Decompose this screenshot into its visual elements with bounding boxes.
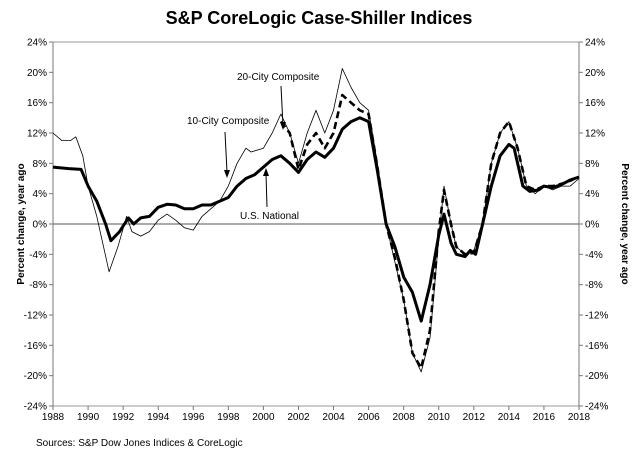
y-tick-label-right: -16% bbox=[585, 341, 608, 352]
x-tick-label: 2016 bbox=[533, 412, 556, 423]
x-tick-label: 2006 bbox=[357, 412, 380, 423]
y-tick-label-left: -16% bbox=[24, 341, 47, 352]
y-tick-label-left: 12% bbox=[27, 129, 47, 140]
series-line-u-s-national bbox=[52, 116, 580, 323]
arrow-us-national bbox=[265, 173, 268, 208]
y-tick-label-left: 4% bbox=[33, 189, 48, 200]
x-tick-label: 1992 bbox=[112, 412, 135, 423]
y-tick-label-left: -8% bbox=[29, 280, 47, 291]
x-tick-label: 2010 bbox=[428, 412, 451, 423]
y-tick-label-left: 8% bbox=[33, 159, 48, 170]
arrowhead-20-city bbox=[280, 122, 286, 130]
y-tick-label-right: 20% bbox=[585, 68, 605, 79]
source-note: Sources: S&P Dow Jones Indices & CoreLog… bbox=[36, 438, 243, 449]
y-axis-label-left: Percent change, year ago bbox=[16, 163, 27, 284]
y-tick-label-right: -12% bbox=[585, 311, 608, 322]
chart-title: S&P CoreLogic Case-Shiller Indices bbox=[166, 8, 473, 28]
annotation-10-city: 10-City Composite bbox=[187, 116, 270, 127]
series-line-20-city-composite bbox=[279, 93, 580, 370]
y-tick-label-right: 4% bbox=[585, 189, 600, 200]
series-line-10-city-composite bbox=[52, 68, 580, 373]
y-tick-label-left: -20% bbox=[24, 371, 47, 382]
x-tick-label: 1996 bbox=[182, 412, 205, 423]
arrowhead-10-city bbox=[224, 170, 230, 178]
y-tick-label-right: -24% bbox=[585, 402, 608, 413]
annotation-20-city: 20-City Composite bbox=[237, 72, 320, 83]
y-tick-label-left: -24% bbox=[24, 402, 47, 413]
annotation-us-national: U.S. National bbox=[240, 211, 299, 222]
y-tick-label-left: -4% bbox=[29, 250, 47, 261]
y-tick-label-left: 20% bbox=[27, 68, 47, 79]
x-tick-label: 2004 bbox=[322, 412, 345, 423]
x-tick-label: 2008 bbox=[393, 412, 416, 423]
x-tick-label: 1990 bbox=[77, 412, 100, 423]
arrow-10-city bbox=[224, 131, 228, 173]
y-tick-label-right: -20% bbox=[585, 371, 608, 382]
y-tick-label-left: -12% bbox=[24, 311, 47, 322]
y-tick-label-left: 24% bbox=[27, 38, 47, 49]
x-tick-label: 2018 bbox=[568, 412, 591, 423]
x-tick-label: 1998 bbox=[217, 412, 240, 423]
y-axis-label-right: Percent change, year ago bbox=[619, 163, 630, 284]
y-tick-label-right: 24% bbox=[585, 38, 605, 49]
x-tick-label: 2002 bbox=[287, 412, 310, 423]
y-tick-label-left: 16% bbox=[27, 98, 47, 109]
y-tick-label-right: 12% bbox=[585, 129, 605, 140]
x-tick-label: 1994 bbox=[147, 412, 170, 423]
y-tick-label-left: 0% bbox=[33, 220, 48, 231]
x-tick-label: 2012 bbox=[463, 412, 486, 423]
x-tick-label: 2014 bbox=[498, 412, 521, 423]
arrow-20-city bbox=[280, 85, 284, 127]
y-tick-label-right: -8% bbox=[585, 280, 603, 291]
x-tick-label: 2000 bbox=[252, 412, 275, 423]
y-tick-label-right: 0% bbox=[585, 220, 600, 231]
x-tick-label: 1988 bbox=[42, 412, 65, 423]
y-tick-label-right: 8% bbox=[585, 159, 600, 170]
arrowhead-us-national bbox=[263, 168, 269, 176]
y-tick-label-right: 16% bbox=[585, 98, 605, 109]
y-tick-label-right: -4% bbox=[585, 250, 603, 261]
